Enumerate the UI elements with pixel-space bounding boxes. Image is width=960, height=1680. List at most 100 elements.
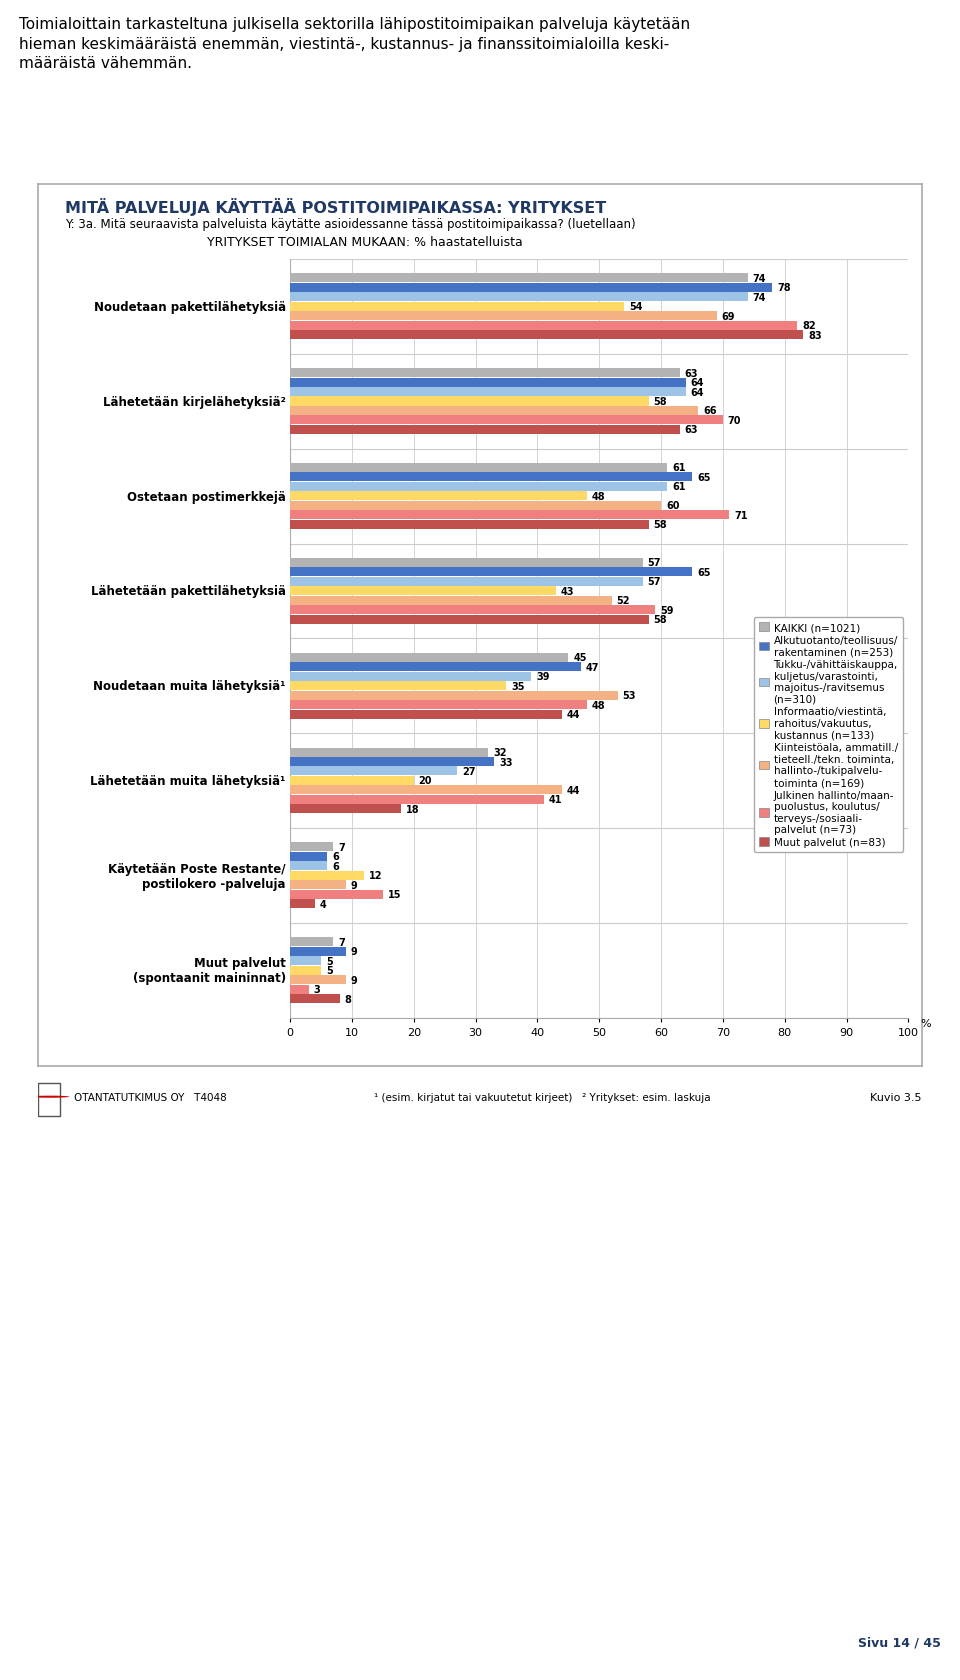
Text: 7: 7 bbox=[338, 842, 345, 852]
Bar bbox=[290, 786, 563, 795]
Text: 61: 61 bbox=[672, 482, 685, 492]
Text: Lähetetään kirjelähetyksiä²: Lähetetään kirjelähetyksiä² bbox=[103, 395, 286, 408]
Text: 44: 44 bbox=[567, 709, 581, 719]
Text: 61: 61 bbox=[672, 464, 685, 474]
Text: 54: 54 bbox=[629, 302, 642, 312]
Bar bbox=[290, 482, 667, 492]
Bar bbox=[290, 948, 346, 956]
Bar bbox=[290, 776, 414, 786]
Bar bbox=[290, 558, 642, 568]
Bar bbox=[290, 370, 680, 378]
Bar bbox=[290, 976, 346, 984]
Text: 47: 47 bbox=[586, 662, 599, 672]
Text: 45: 45 bbox=[573, 654, 587, 662]
Text: Y: 3a. Mitä seuraavista palveluista käytätte asioidessanne tässä postitoimipaika: Y: 3a. Mitä seuraavista palveluista käyt… bbox=[65, 217, 636, 230]
Text: 5: 5 bbox=[326, 956, 333, 966]
Bar bbox=[290, 672, 531, 680]
Text: 63: 63 bbox=[684, 425, 698, 435]
Text: 48: 48 bbox=[591, 492, 606, 502]
Circle shape bbox=[31, 1095, 69, 1099]
Bar bbox=[290, 284, 773, 292]
Bar bbox=[290, 606, 655, 615]
Bar bbox=[290, 795, 543, 805]
Text: Käytetään Poste Restante/
postilokero -palveluja: Käytetään Poste Restante/ postilokero -p… bbox=[108, 862, 286, 890]
Text: 9: 9 bbox=[350, 880, 357, 890]
Bar bbox=[290, 682, 507, 690]
Text: 65: 65 bbox=[697, 568, 710, 578]
Bar bbox=[290, 388, 685, 396]
Text: 83: 83 bbox=[808, 331, 822, 341]
Bar bbox=[290, 995, 340, 1003]
Text: OTANTATUTKIMUS OY   T4048: OTANTATUTKIMUS OY T4048 bbox=[74, 1092, 227, 1102]
Text: 58: 58 bbox=[654, 615, 667, 625]
Bar bbox=[290, 966, 321, 974]
Bar bbox=[290, 521, 649, 529]
Bar bbox=[290, 312, 717, 321]
Bar bbox=[290, 274, 748, 282]
Bar bbox=[290, 396, 649, 407]
Text: 65: 65 bbox=[697, 472, 710, 482]
Text: 64: 64 bbox=[691, 388, 705, 396]
Text: Kuvio 3.5: Kuvio 3.5 bbox=[870, 1092, 922, 1102]
Text: 6: 6 bbox=[332, 852, 339, 862]
Bar bbox=[290, 568, 692, 576]
Bar bbox=[290, 302, 624, 311]
Legend: KAIKKI (n=1021), Alkutuotanto/teollisuus/
rakentaminen (n=253), Tukku-/vähittäis: KAIKKI (n=1021), Alkutuotanto/teollisuus… bbox=[754, 618, 903, 853]
Text: 52: 52 bbox=[616, 596, 630, 606]
Text: Ostetaan postimerkkejä: Ostetaan postimerkkejä bbox=[127, 491, 286, 504]
Bar bbox=[290, 862, 327, 870]
Bar bbox=[290, 768, 457, 776]
Text: Sivu 14 / 45: Sivu 14 / 45 bbox=[858, 1636, 941, 1648]
Bar bbox=[290, 890, 383, 899]
Text: 43: 43 bbox=[561, 586, 574, 596]
Bar bbox=[290, 805, 401, 815]
Bar bbox=[290, 880, 346, 890]
Text: 78: 78 bbox=[778, 282, 791, 292]
Text: 58: 58 bbox=[654, 521, 667, 529]
Bar bbox=[290, 662, 581, 672]
Text: Toimialoittain tarkasteltuna julkisella sektorilla lähipostitoimipaikan palveluj: Toimialoittain tarkasteltuna julkisella … bbox=[19, 17, 690, 71]
Bar bbox=[290, 937, 333, 948]
Text: 60: 60 bbox=[666, 501, 680, 511]
Bar bbox=[290, 331, 804, 339]
Bar bbox=[290, 292, 748, 302]
Text: 27: 27 bbox=[462, 766, 475, 776]
Bar bbox=[290, 407, 698, 415]
Text: 48: 48 bbox=[591, 701, 606, 711]
Bar bbox=[290, 464, 667, 472]
Text: ¹ (esim. kirjatut tai vakuutetut kirjeet)   ² Yritykset: esim. laskuja: ¹ (esim. kirjatut tai vakuutetut kirjeet… bbox=[374, 1092, 710, 1102]
Bar bbox=[290, 474, 692, 482]
Text: 70: 70 bbox=[728, 415, 741, 425]
Bar bbox=[290, 502, 661, 511]
Text: 57: 57 bbox=[647, 558, 660, 568]
Text: 63: 63 bbox=[684, 368, 698, 378]
Bar bbox=[290, 984, 309, 995]
Text: 20: 20 bbox=[419, 776, 432, 786]
Bar bbox=[290, 511, 729, 521]
Text: 3: 3 bbox=[314, 984, 321, 995]
FancyBboxPatch shape bbox=[38, 1084, 60, 1116]
Text: 5: 5 bbox=[326, 966, 333, 976]
Text: 53: 53 bbox=[623, 690, 636, 701]
Text: 64: 64 bbox=[691, 378, 705, 388]
Text: 44: 44 bbox=[567, 786, 581, 796]
Text: Muut palvelut
(spontaanit maininnat): Muut palvelut (spontaanit maininnat) bbox=[132, 958, 286, 984]
Text: 82: 82 bbox=[802, 321, 816, 331]
Bar bbox=[290, 956, 321, 966]
Text: 71: 71 bbox=[734, 511, 748, 521]
Text: 9: 9 bbox=[350, 974, 357, 984]
Bar bbox=[290, 690, 618, 701]
Text: 58: 58 bbox=[654, 396, 667, 407]
Text: 41: 41 bbox=[548, 795, 562, 805]
Text: 57: 57 bbox=[647, 576, 660, 586]
Text: 66: 66 bbox=[703, 407, 716, 417]
Bar bbox=[290, 615, 649, 625]
Bar bbox=[290, 417, 723, 425]
Bar bbox=[290, 748, 488, 758]
Text: Noudetaan pakettilähetyksiä: Noudetaan pakettilähetyksiä bbox=[93, 301, 286, 314]
Bar bbox=[290, 654, 568, 662]
Text: 59: 59 bbox=[660, 605, 673, 615]
Bar bbox=[290, 758, 494, 766]
Text: 32: 32 bbox=[492, 748, 506, 758]
Text: 4: 4 bbox=[320, 899, 326, 909]
